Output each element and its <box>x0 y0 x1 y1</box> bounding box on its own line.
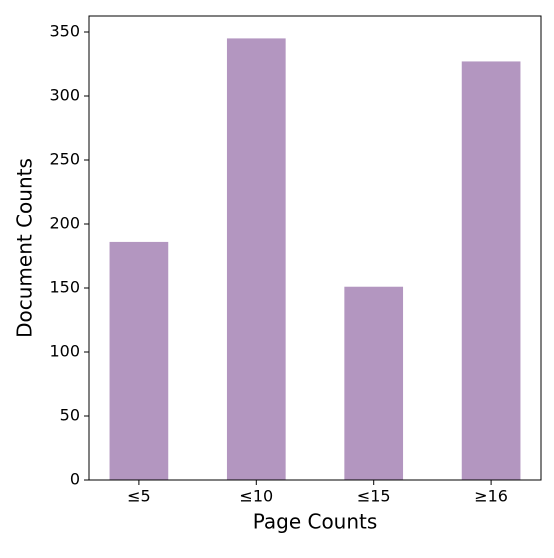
y-tick-label: 350 <box>49 22 80 41</box>
plot-frame <box>88 15 542 481</box>
bar <box>461 61 521 480</box>
y-tick-label: 150 <box>49 278 80 297</box>
x-tick-label: ≤5 <box>127 487 151 506</box>
x-axis-label: Page Counts <box>253 510 378 534</box>
x-tick-label: ≤15 <box>357 487 391 506</box>
y-tick-label: 250 <box>49 150 80 169</box>
bar <box>226 38 286 481</box>
bar <box>344 286 404 480</box>
y-tick-label: 50 <box>60 406 80 425</box>
y-axis-label: Document Counts <box>13 158 37 338</box>
y-tick-label: 0 <box>70 470 80 489</box>
x-tick-label: ≤10 <box>239 487 273 506</box>
bar <box>109 241 169 480</box>
x-tick-label: ≥16 <box>474 487 508 506</box>
y-tick-label: 300 <box>49 86 80 105</box>
y-tick-label: 100 <box>49 342 80 361</box>
y-tick-label: 200 <box>49 214 80 233</box>
